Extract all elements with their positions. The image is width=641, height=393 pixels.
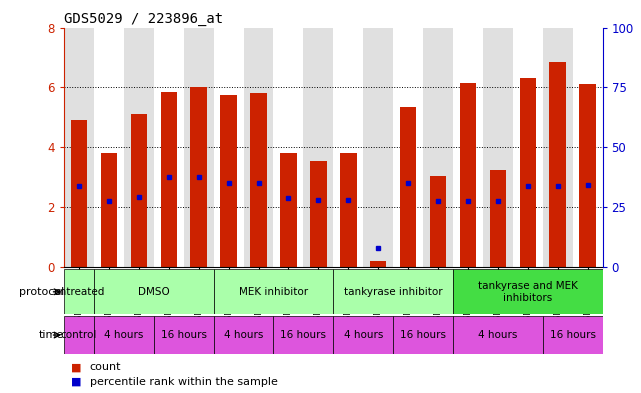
Text: count: count xyxy=(90,362,121,373)
Bar xyxy=(213,316,274,354)
Bar xyxy=(190,87,207,267)
Bar xyxy=(94,269,213,314)
Bar xyxy=(154,316,213,354)
Bar xyxy=(131,114,147,267)
Text: 4 hours: 4 hours xyxy=(478,330,517,340)
Bar xyxy=(453,269,603,314)
Bar xyxy=(549,62,566,267)
Text: ■: ■ xyxy=(71,362,81,373)
Bar xyxy=(184,28,213,267)
Bar xyxy=(572,28,603,267)
Text: tankyrase and MEK
inhibitors: tankyrase and MEK inhibitors xyxy=(478,281,578,303)
Bar xyxy=(453,28,483,267)
Text: 4 hours: 4 hours xyxy=(344,330,383,340)
Text: 16 hours: 16 hours xyxy=(549,330,595,340)
Text: 16 hours: 16 hours xyxy=(400,330,446,340)
Text: 4 hours: 4 hours xyxy=(224,330,263,340)
Bar xyxy=(310,161,326,267)
Bar xyxy=(101,153,117,267)
Bar xyxy=(94,316,154,354)
Bar xyxy=(579,84,596,267)
Bar xyxy=(400,107,417,267)
Bar xyxy=(370,261,387,267)
Bar xyxy=(543,28,572,267)
Text: tankyrase inhibitor: tankyrase inhibitor xyxy=(344,287,442,297)
Text: DMSO: DMSO xyxy=(138,287,170,297)
Bar xyxy=(340,153,356,267)
Bar xyxy=(423,28,453,267)
Bar xyxy=(154,28,184,267)
Bar xyxy=(393,316,453,354)
Bar xyxy=(520,79,536,267)
Text: 4 hours: 4 hours xyxy=(104,330,144,340)
Bar xyxy=(333,28,363,267)
Bar xyxy=(490,170,506,267)
Bar xyxy=(250,94,267,267)
Bar xyxy=(393,28,423,267)
Bar xyxy=(71,120,87,267)
Text: ■: ■ xyxy=(71,377,81,387)
Text: 16 hours: 16 hours xyxy=(280,330,326,340)
Bar xyxy=(280,153,297,267)
Bar xyxy=(483,28,513,267)
Bar xyxy=(94,28,124,267)
Bar xyxy=(333,316,393,354)
Bar xyxy=(160,92,177,267)
Text: control: control xyxy=(61,330,97,340)
Bar xyxy=(274,316,333,354)
Text: MEK inhibitor: MEK inhibitor xyxy=(239,287,308,297)
Bar xyxy=(213,269,333,314)
Bar xyxy=(64,28,94,267)
Bar xyxy=(213,28,244,267)
Bar xyxy=(429,176,446,267)
Bar xyxy=(64,269,94,314)
Bar xyxy=(453,316,543,354)
Bar xyxy=(543,316,603,354)
Bar xyxy=(221,95,237,267)
Bar xyxy=(124,28,154,267)
Bar xyxy=(363,28,393,267)
Text: percentile rank within the sample: percentile rank within the sample xyxy=(90,377,278,387)
Bar xyxy=(460,83,476,267)
Bar xyxy=(333,269,453,314)
Bar xyxy=(274,28,303,267)
Bar xyxy=(513,28,543,267)
Text: protocol: protocol xyxy=(19,287,64,297)
Bar xyxy=(244,28,274,267)
Bar xyxy=(303,28,333,267)
Text: 16 hours: 16 hours xyxy=(161,330,207,340)
Text: GDS5029 / 223896_at: GDS5029 / 223896_at xyxy=(64,13,223,26)
Text: untreated: untreated xyxy=(53,287,104,297)
Bar xyxy=(64,316,94,354)
Text: time: time xyxy=(39,330,64,340)
